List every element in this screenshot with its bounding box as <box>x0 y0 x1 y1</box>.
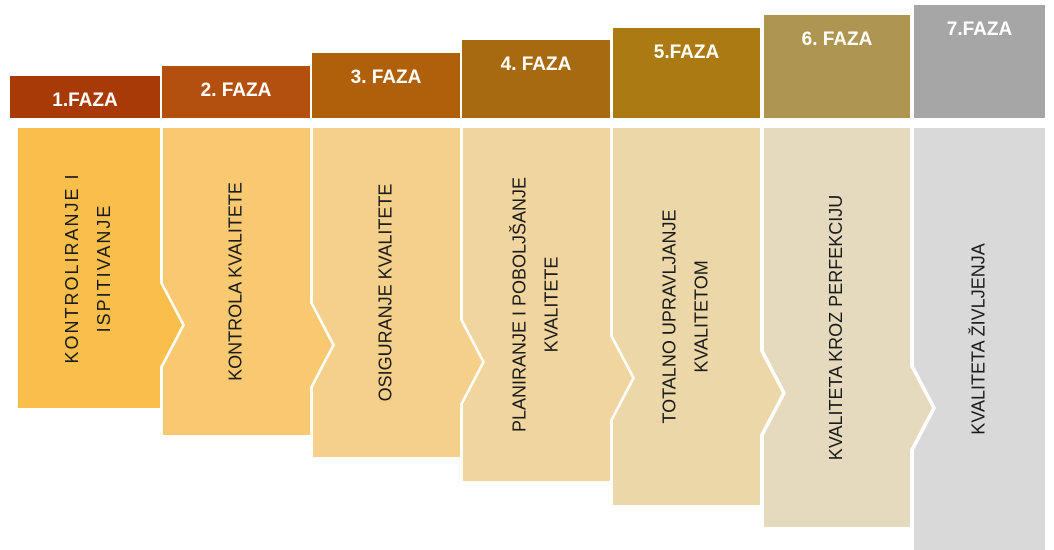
phase-header <box>312 53 460 118</box>
phase-body-text: OSIGURANJE KVALITETE <box>375 184 395 402</box>
phase-header <box>613 28 760 118</box>
phase-body-line: KVALITETOM <box>691 260 711 372</box>
phase-body-line: KONTROLIRANJE I <box>62 172 82 363</box>
phase-body <box>914 128 1045 550</box>
phase-header-label: 2. FAZA <box>201 80 272 101</box>
phase-header-label: 6. FAZA <box>802 29 873 50</box>
phase-header-label: 3. FAZA <box>351 67 422 88</box>
phase-body-line: KVALITETA ŽIVLJENJA <box>968 243 988 434</box>
phase-header-label: 7.FAZA <box>947 19 1013 40</box>
phase-header <box>914 5 1045 118</box>
phase-body <box>313 128 482 457</box>
phase-header-label: 5.FAZA <box>654 42 720 63</box>
phase-body-line: KVALITETA KROZ PERFEKCIJU <box>826 195 846 460</box>
phase-body-line: PLANIRANJE I POBOLJŠANJE <box>508 177 529 432</box>
phase-body-line: OSIGURANJE KVALITETE <box>375 184 395 402</box>
phase-header <box>162 66 310 118</box>
phase-header-label: 1.FAZA <box>52 90 118 111</box>
phase-body-line: ISPITIVANJE <box>94 204 114 333</box>
phase-body-text: TOTALNO UPRAVLJANJE KVALITETOM <box>659 209 711 423</box>
phase-body-text: KONTROLIRANJE I ISPITIVANJE <box>62 172 114 363</box>
phase-header-label: 4. FAZA <box>501 54 572 75</box>
phase-body <box>18 128 182 408</box>
phase-body-text: KVALITETA KROZ PERFEKCIJU <box>826 195 846 460</box>
phase-header <box>764 15 910 118</box>
phase-body <box>764 128 932 527</box>
phase-body-text: KONTROLA KVALITETE <box>225 182 245 381</box>
phase-header <box>10 76 160 118</box>
phase-body <box>163 128 332 435</box>
phase-header <box>462 40 610 118</box>
phase-body <box>463 128 632 481</box>
phase-body <box>613 128 782 505</box>
phase-body-text: KVALITETA ŽIVLJENJA <box>968 243 988 434</box>
phase-body-line: KVALITETE <box>541 257 561 353</box>
phase-body-text: PLANIRANJE I POBOLJŠANJE KVALITETE <box>508 177 561 432</box>
phase-body-line: TOTALNO UPRAVLJANJE <box>659 209 679 423</box>
phase-body-line: KONTROLA KVALITETE <box>225 182 245 381</box>
